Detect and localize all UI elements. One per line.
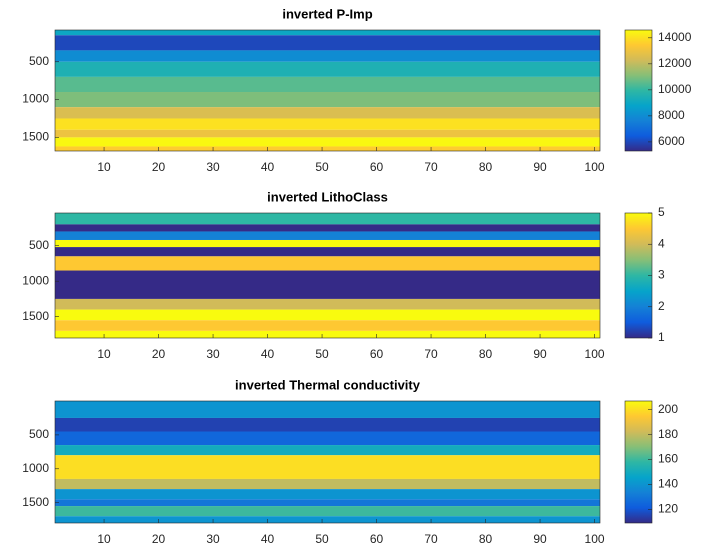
colorbar-tick-label: 4 xyxy=(658,236,665,250)
heatmap-cell xyxy=(55,330,600,338)
x-tick-label: 10 xyxy=(97,160,111,174)
colorbar xyxy=(624,400,653,524)
plot-frame xyxy=(54,29,601,152)
heatmap-cell xyxy=(55,309,600,321)
x-tick-label: 20 xyxy=(152,160,166,174)
colorbar-tick-label: 12000 xyxy=(658,56,692,70)
x-tick-label: 90 xyxy=(533,160,547,174)
chart-title: inverted Thermal conductivity xyxy=(235,377,421,392)
x-tick-label: 40 xyxy=(261,347,275,361)
x-tick-label: 100 xyxy=(585,347,605,361)
heatmap-cell xyxy=(55,76,600,93)
heatmap-cell xyxy=(55,239,600,248)
x-tick-label: 100 xyxy=(585,160,605,174)
heatmap-cell xyxy=(55,137,600,147)
heatmap-cell xyxy=(55,118,600,130)
heatmap-cell xyxy=(55,445,600,456)
x-tick-label: 20 xyxy=(152,347,166,361)
x-tick-label: 80 xyxy=(479,347,493,361)
heatmap-cell xyxy=(55,270,600,299)
heatmap-cell xyxy=(55,50,600,62)
colorbar-tick-label: 180 xyxy=(658,427,678,441)
x-tick-label: 60 xyxy=(370,532,384,546)
x-tick-label: 40 xyxy=(261,160,275,174)
x-tick-label: 20 xyxy=(152,532,166,546)
x-tick-label: 70 xyxy=(424,347,438,361)
x-tick-label: 80 xyxy=(479,532,493,546)
heatmap-cell xyxy=(55,401,600,418)
colorbar-tick-label: 6000 xyxy=(658,134,685,148)
y-tick-label: 500 xyxy=(29,54,49,68)
x-tick-label: 10 xyxy=(97,532,111,546)
y-tick-label: 1500 xyxy=(22,495,49,509)
heatmap-cell xyxy=(55,231,600,240)
colorbar-tick-label: 3 xyxy=(658,268,665,282)
x-tick-label: 70 xyxy=(424,160,438,174)
x-tick-label: 40 xyxy=(261,532,275,546)
x-tick-label: 30 xyxy=(206,160,220,174)
heatmap-cell xyxy=(55,516,600,523)
y-tick-label: 1000 xyxy=(22,273,49,287)
x-tick-label: 60 xyxy=(370,347,384,361)
x-tick-label: 70 xyxy=(424,532,438,546)
colorbar xyxy=(624,212,653,339)
chart-title: inverted P-Imp xyxy=(282,6,372,21)
plot-frame xyxy=(54,212,601,339)
heatmap-cell xyxy=(55,92,600,108)
heatmap-cell xyxy=(55,213,600,225)
colorbar-tick-label: 200 xyxy=(658,402,678,416)
colorbar-tick-label: 120 xyxy=(658,501,678,515)
x-tick-label: 90 xyxy=(533,347,547,361)
heatmap-cell xyxy=(55,247,600,257)
y-tick-label: 500 xyxy=(29,427,49,441)
colorbar-tick-label: 14000 xyxy=(658,30,692,44)
heatmap-cell xyxy=(55,455,600,479)
plot-frame xyxy=(54,400,601,524)
colorbar-tick-label: 10000 xyxy=(658,82,692,96)
heatmap-cell xyxy=(55,431,600,446)
x-tick-label: 50 xyxy=(315,347,329,361)
heatmap-cell xyxy=(55,489,600,500)
y-tick-label: 1000 xyxy=(22,461,49,475)
x-tick-label: 90 xyxy=(533,532,547,546)
heatmap-cell xyxy=(55,129,600,138)
chart-title: inverted LithoClass xyxy=(267,189,388,204)
x-tick-label: 10 xyxy=(97,347,111,361)
heatmap-cell xyxy=(55,107,600,119)
x-tick-label: 50 xyxy=(315,160,329,174)
y-tick-label: 1000 xyxy=(22,92,49,106)
x-tick-label: 30 xyxy=(206,347,220,361)
heatmap-cell xyxy=(55,499,600,507)
heatmap-cell xyxy=(55,30,600,36)
colorbar-tick-label: 160 xyxy=(658,452,678,466)
x-tick-label: 80 xyxy=(479,160,493,174)
colorbar-tick-label: 2 xyxy=(658,299,665,313)
y-tick-label: 1500 xyxy=(22,130,49,144)
x-tick-label: 50 xyxy=(315,532,329,546)
heatmap-cell xyxy=(55,35,600,51)
heatmap-cell xyxy=(55,506,600,517)
y-tick-label: 500 xyxy=(29,238,49,252)
colorbar-tick-label: 8000 xyxy=(658,108,685,122)
heatmap-cell xyxy=(55,478,600,490)
colorbar xyxy=(624,29,653,152)
heatmap-cell xyxy=(55,320,600,331)
x-tick-label: 100 xyxy=(585,532,605,546)
heatmap-cell xyxy=(55,146,600,151)
heatmap-cell xyxy=(55,224,600,232)
colorbar-tick-label: 5 xyxy=(658,205,665,219)
x-tick-label: 30 xyxy=(206,532,220,546)
heatmap-cell xyxy=(55,256,600,271)
y-tick-label: 1500 xyxy=(22,309,49,323)
heatmap-cell xyxy=(55,61,600,77)
colorbar-tick-label: 1 xyxy=(658,330,665,344)
heatmap-cell xyxy=(55,298,600,310)
colorbar-tick-label: 140 xyxy=(658,477,678,491)
x-tick-label: 60 xyxy=(370,160,384,174)
heatmap-cell xyxy=(55,417,600,432)
